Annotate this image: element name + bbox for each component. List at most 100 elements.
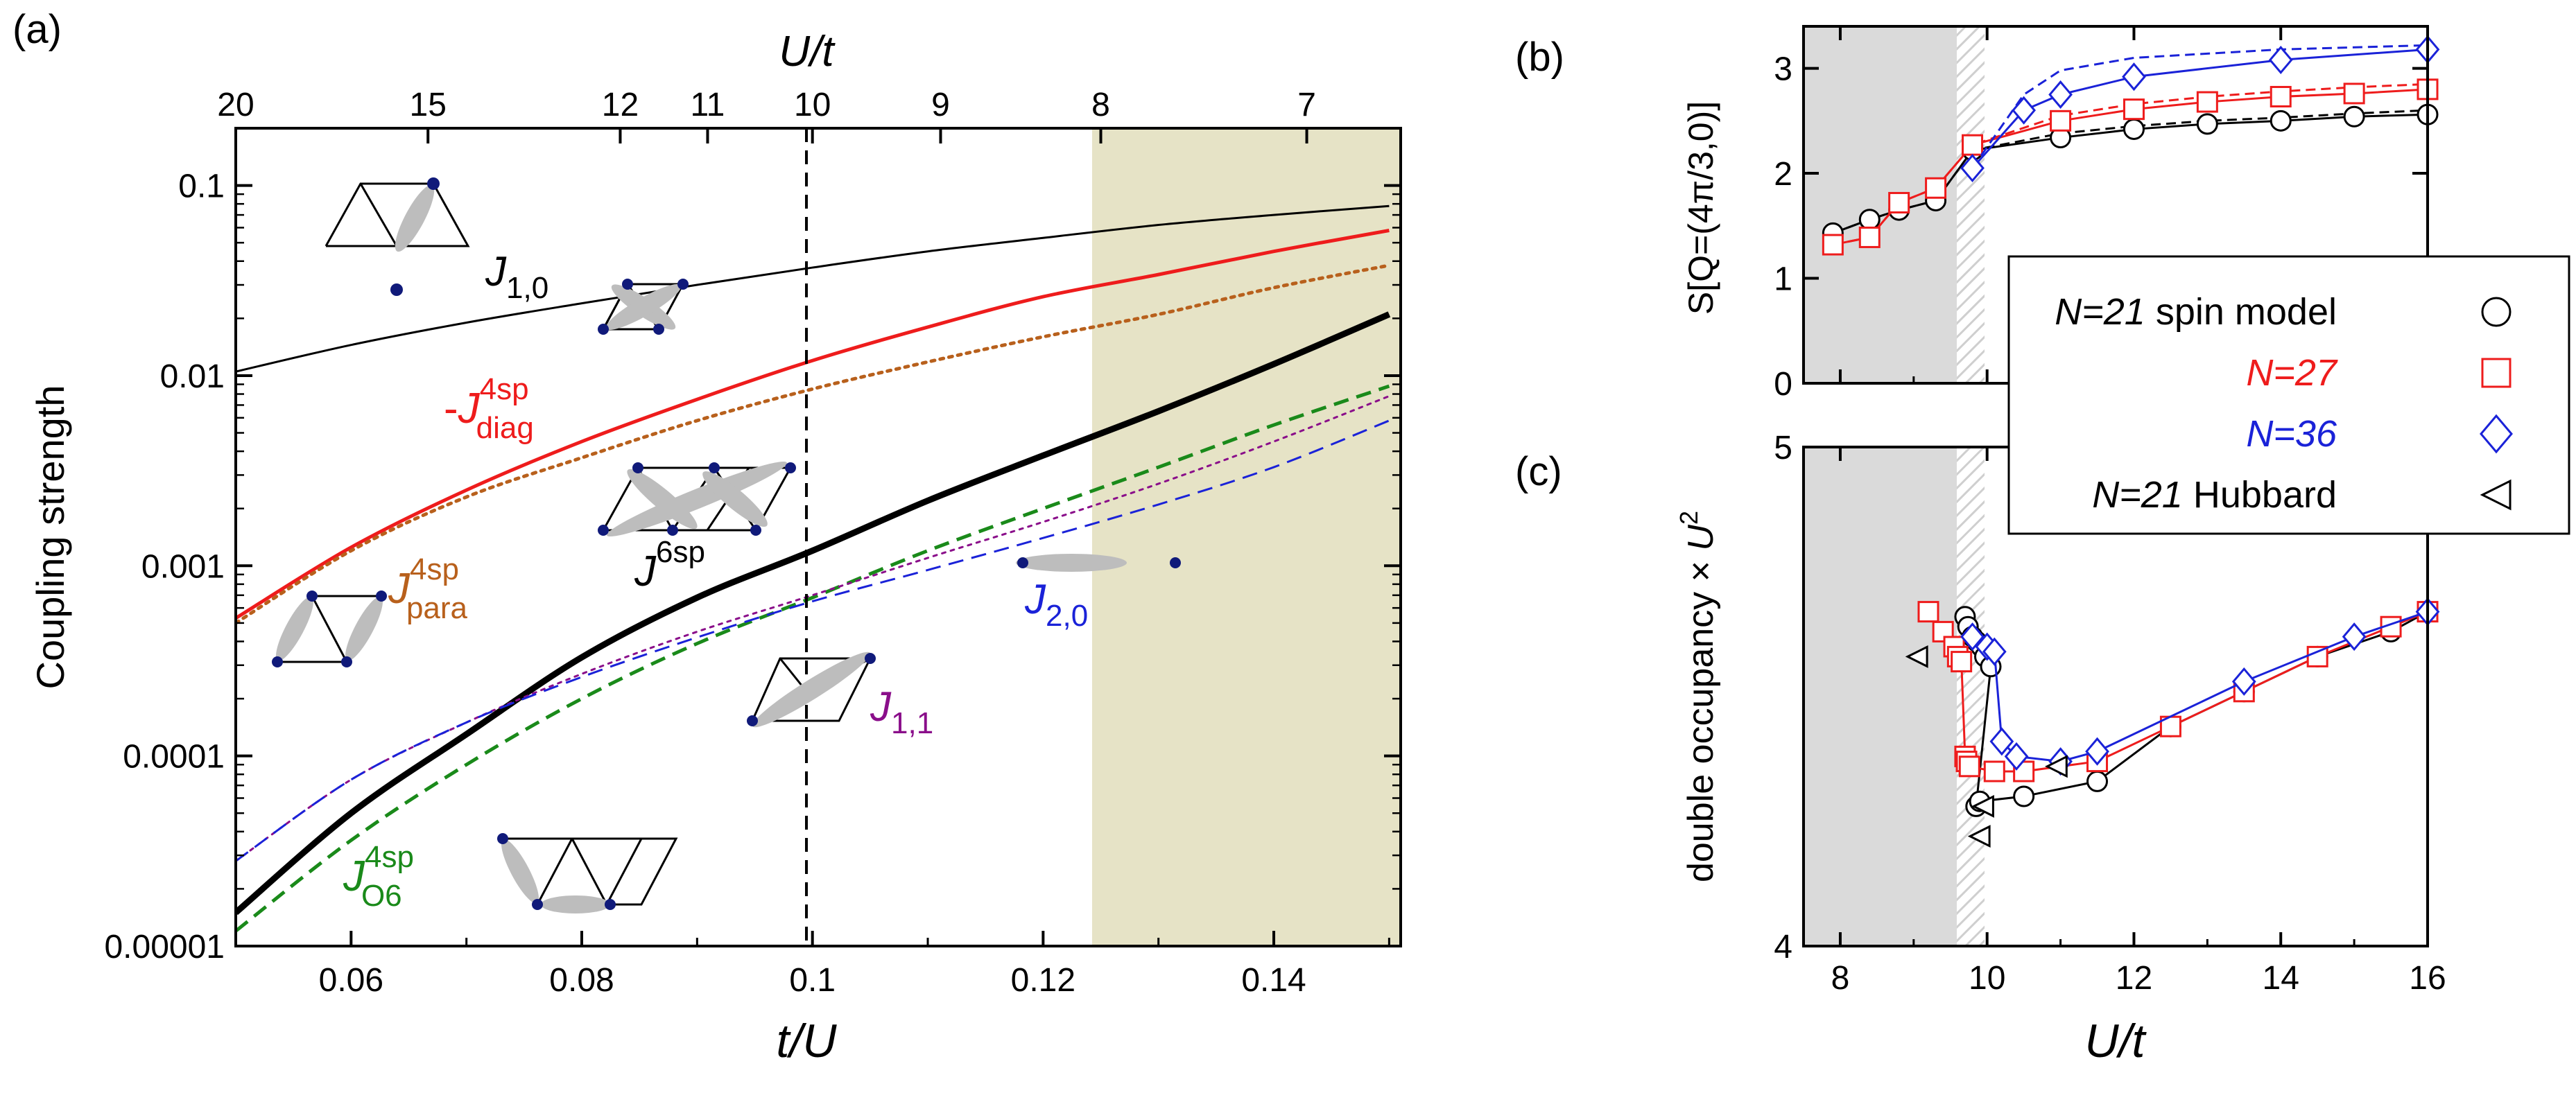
legend-label-italic: N=36 — [2246, 413, 2337, 455]
label-J20: J2,0 — [1024, 576, 1088, 633]
hatched-region-c — [1957, 447, 1985, 946]
legend-label-2: N=36 — [2246, 413, 2337, 455]
label-JO6: J4sp O6 — [343, 840, 414, 913]
inset-J20 — [1016, 554, 1181, 572]
y-tick-label-a: 0.001 — [141, 548, 225, 585]
top-tick-label-a: 15 — [410, 87, 447, 123]
legend-label-0: N=21 spin model — [2055, 291, 2337, 333]
plot-frame-a — [234, 127, 1402, 947]
y-tick-label-a: 0.1 — [178, 168, 225, 205]
data-point — [2343, 105, 2365, 128]
x-axis-title-a: t/U — [777, 1015, 838, 1067]
x-tick-label: 8 — [1831, 960, 1850, 997]
legend-label-3: N=21 Hubbard — [2092, 474, 2337, 516]
series-line-2 — [236, 263, 1391, 625]
data-point — [2196, 91, 2218, 113]
panel-c: 8 10 12 14 16 4 5 U/t double occupancy × U2 — [1675, 430, 2446, 1067]
data-point — [1858, 226, 1881, 248]
data-point — [1962, 134, 1984, 156]
series-line-2 — [1971, 48, 2428, 169]
data-point — [1951, 651, 1973, 673]
data-point — [2123, 98, 2145, 121]
x-tick-label: 16 — [2409, 960, 2446, 997]
panel-a: 0.06 0.08 0.1 0.12 0.14 20 15 12 11 10 9 8 7 0.00001 0… — [28, 28, 1402, 1067]
y-tick-label: 0 — [1774, 366, 1792, 403]
data-point — [2048, 80, 2073, 109]
legend: N=21 spin model N=27 N=36 N=21 Hubbard — [2007, 255, 2570, 535]
x-tick-label-a: 0.08 — [549, 962, 614, 999]
x-axis-title-c: U/t — [2085, 1015, 2147, 1067]
data-point — [1888, 191, 1910, 213]
data-point — [2122, 62, 2146, 91]
data-point — [2086, 770, 2109, 792]
data-point — [2044, 755, 2068, 778]
series-line-1 — [236, 229, 1390, 620]
legend-label-italic: N=21 — [2055, 291, 2145, 333]
label-Jdiag: -J4sp diag — [444, 372, 534, 445]
data-point — [2085, 737, 2109, 766]
series-line-3 — [236, 311, 1391, 916]
hatched-region-b — [1957, 26, 1985, 383]
data-point — [1858, 209, 1881, 231]
inset-J6sp — [598, 461, 796, 537]
y-tick-label: 1 — [1774, 261, 1792, 298]
y-tick-label-a: 0.0001 — [123, 739, 225, 776]
data-point — [2268, 45, 2293, 74]
x-tick-label: 14 — [2263, 960, 2299, 997]
y-axis-title-b: S[Q=(4π/3,0)] — [1682, 101, 1720, 315]
inset-J10 — [325, 177, 470, 296]
legend-label-italic: N=27 — [2246, 352, 2338, 394]
panel-label-b: (b) — [1515, 35, 1564, 80]
data-point — [1982, 637, 2007, 666]
series-line-0 — [236, 204, 1390, 373]
x-tick-label: 10 — [1969, 960, 2005, 997]
label-J10: J1,0 — [485, 248, 548, 305]
y-tick-label: 4 — [1774, 929, 1792, 965]
data-point — [1905, 645, 1928, 668]
legend-label-rest: spin model — [2145, 291, 2337, 333]
data-point — [2270, 110, 2292, 132]
data-point — [1971, 794, 1994, 818]
data-point — [2012, 96, 2037, 125]
data-point — [2343, 82, 2365, 105]
dashed-line-2 — [1971, 44, 2428, 169]
data-point — [2342, 622, 2367, 652]
data-point — [1822, 234, 1844, 256]
series-line-5 — [236, 395, 1390, 862]
data-point — [1960, 153, 1985, 183]
data-point — [2270, 85, 2292, 107]
top-tick-label-a: 9 — [931, 87, 950, 123]
top-tick-label-a: 10 — [794, 87, 831, 123]
panel-label-c: (c) — [1515, 449, 1562, 494]
y-axis-title-a: Coupling strength — [28, 385, 72, 690]
legend-marker-1 — [2481, 358, 2512, 388]
top-tick-label-a: 7 — [1297, 87, 1316, 123]
data-point — [1925, 177, 1947, 199]
y-tick-label: 5 — [1774, 430, 1792, 466]
series-line-6 — [236, 419, 1390, 862]
data-point — [1960, 622, 1985, 652]
inset-J11 — [747, 652, 876, 728]
x-tick-label-a: 0.12 — [1011, 962, 1075, 999]
inset-JO6 — [497, 833, 678, 913]
inset-Jdiag — [598, 279, 689, 335]
legend-label-rest: Hubbard — [2183, 474, 2337, 516]
top-tick-label-a: 8 — [1091, 87, 1110, 123]
legend-label-italic: N=21 — [2092, 474, 2183, 516]
x-tick-label: 12 — [2116, 960, 2152, 997]
label-J6sp: J6sp — [634, 535, 705, 595]
y-axis-title-c: double occupancy × U2 — [1675, 511, 1721, 882]
data-point — [1958, 755, 1980, 778]
data-point — [2196, 113, 2218, 135]
legend-marker-0 — [2481, 297, 2512, 327]
y-tick-label-a: 0.00001 — [104, 929, 225, 965]
shaded-region-c — [1804, 447, 1957, 946]
x-tick-label-a: 0.1 — [789, 962, 836, 999]
top-tick-label-a: 20 — [217, 87, 254, 123]
data-point — [2123, 118, 2145, 140]
data-point — [2231, 667, 2256, 696]
top-tick-label-a: 12 — [602, 87, 639, 123]
legend-marker-2 — [2480, 414, 2513, 454]
top-tick-label-a: 11 — [691, 87, 725, 123]
